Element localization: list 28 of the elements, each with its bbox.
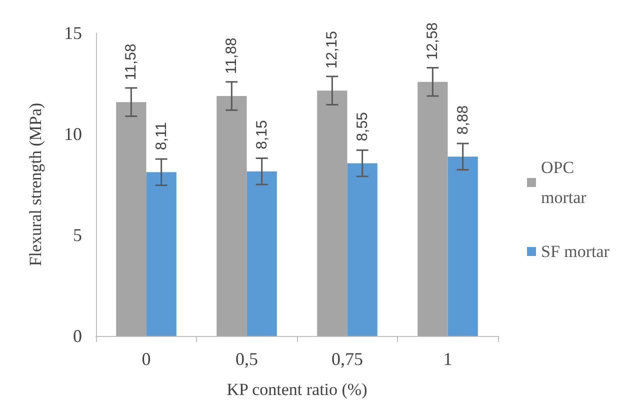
data-label: 12,15 bbox=[324, 31, 341, 69]
y-tick-label: 0 bbox=[73, 326, 82, 346]
bar bbox=[216, 96, 247, 336]
data-label: 8,15 bbox=[253, 120, 270, 150]
data-label: 12,58 bbox=[424, 22, 442, 60]
bar bbox=[448, 156, 478, 336]
x-tick-label: 1 bbox=[443, 349, 452, 369]
data-label: 8,88 bbox=[454, 105, 472, 135]
y-axis-title: Flexural strength (MPa) bbox=[26, 102, 45, 266]
data-label: 8,55 bbox=[354, 112, 371, 142]
bar bbox=[317, 90, 348, 336]
bar bbox=[146, 172, 176, 336]
x-tick-label: 0 bbox=[142, 349, 151, 369]
x-tick-label: 0,75 bbox=[332, 349, 363, 369]
x-axis-title: KP content ratio (%) bbox=[226, 380, 368, 399]
data-label: 8,11 bbox=[152, 122, 170, 150]
bar bbox=[246, 171, 277, 336]
y-tick-label: 15 bbox=[64, 23, 82, 43]
y-tick-label: 5 bbox=[73, 225, 82, 245]
data-label: 11,58 bbox=[122, 44, 140, 80]
bar bbox=[418, 82, 448, 336]
data-label: 11,88 bbox=[223, 38, 240, 74]
y-tick-label: 10 bbox=[64, 124, 82, 144]
bar bbox=[116, 102, 146, 336]
x-tick-label: 0,5 bbox=[236, 349, 258, 369]
bar bbox=[347, 163, 378, 336]
legend-label: SF mortar bbox=[541, 242, 610, 261]
legend-label: OPC mortar bbox=[541, 158, 587, 207]
